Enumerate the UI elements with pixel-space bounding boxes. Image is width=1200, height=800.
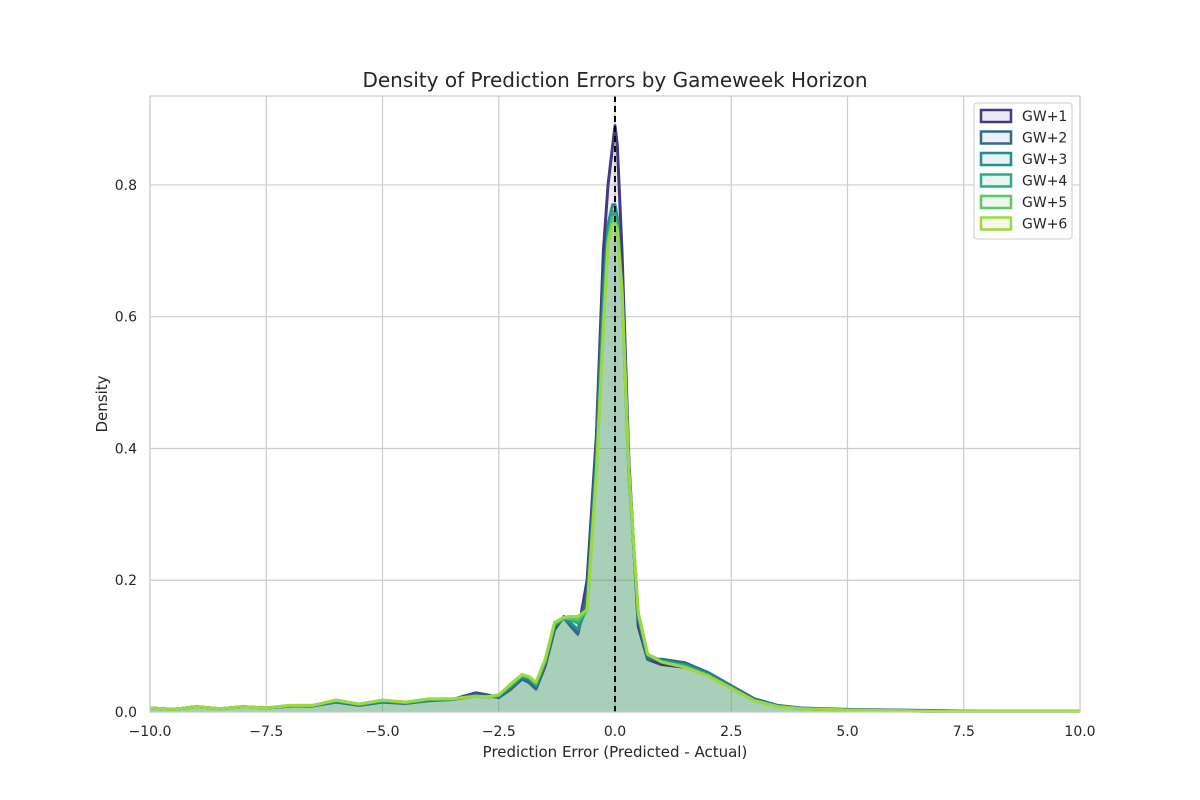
series-lines [149,124,1080,713]
x-tick-label: 10.0 [1064,724,1095,740]
legend-label: GW+6 [1022,217,1067,233]
x-tick-label: 7.5 [953,724,975,740]
legend: GW+1 GW+2 GW+3 GW+4 GW+5 GW+6 [973,102,1073,240]
y-tick-label: 0.4 [115,441,137,457]
plot-frame [149,95,1081,713]
legend-swatch [979,151,1013,167]
x-tick-label: −10.0 [129,724,172,740]
y-tick-label: 0.0 [115,705,137,721]
legend-label: GW+3 [1022,152,1067,168]
y-tick-label: 0.8 [115,178,137,194]
legend-label: GW+5 [1022,195,1067,211]
legend-label: GW+1 [1022,109,1067,125]
legend-frame [973,102,1073,240]
legend-label: GW+2 [1022,131,1067,147]
series-line-gw6 [149,222,1080,713]
chart-title: Density of Prediction Errors by Gameweek… [362,68,867,92]
y-tick-label: 0.2 [115,573,137,589]
y-axis-label: Density [93,375,111,432]
x-tick-label: 5.0 [836,724,858,740]
series-fill-gw5 [150,217,1080,712]
legend-swatch [979,216,1013,231]
legend-swatch [979,108,1013,124]
x-tick-label: −7.5 [249,724,283,740]
x-axis-ticks: −10.0 −7.5 −5.0 −2.5 0.0 2.5 5.0 7.5 10.0 [129,724,1096,740]
x-tick-label: 0.0 [604,724,626,740]
legend-label: GW+4 [1022,174,1067,190]
legend-swatch [979,130,1013,145]
x-axis-label: Prediction Error (Predicted - Actual) [483,743,748,761]
y-tick-label: 0.6 [115,310,137,326]
x-tick-label: −5.0 [366,724,400,740]
legend-swatch [979,173,1013,188]
x-tick-label: 2.5 [720,724,742,740]
x-tick-label: −2.5 [482,724,516,740]
legend-swatch [979,194,1013,210]
y-axis-ticks: 0.0 0.2 0.4 0.6 0.8 [115,178,137,721]
